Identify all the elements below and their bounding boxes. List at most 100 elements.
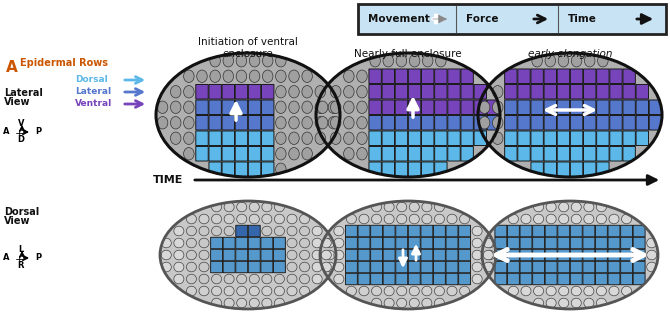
Ellipse shape [447, 214, 457, 224]
FancyBboxPatch shape [531, 69, 543, 83]
FancyBboxPatch shape [557, 261, 570, 273]
Ellipse shape [384, 298, 394, 308]
Text: TIME: TIME [153, 175, 184, 185]
Text: Force: Force [466, 14, 498, 24]
FancyBboxPatch shape [505, 115, 517, 130]
FancyBboxPatch shape [608, 261, 620, 273]
FancyBboxPatch shape [261, 115, 274, 130]
FancyBboxPatch shape [249, 84, 261, 99]
FancyBboxPatch shape [369, 147, 381, 161]
FancyBboxPatch shape [531, 84, 543, 99]
Ellipse shape [174, 274, 184, 284]
Ellipse shape [559, 214, 569, 224]
FancyBboxPatch shape [557, 237, 570, 249]
Ellipse shape [199, 274, 209, 284]
Ellipse shape [212, 214, 222, 224]
Ellipse shape [384, 214, 394, 224]
FancyBboxPatch shape [458, 237, 470, 249]
FancyBboxPatch shape [249, 100, 261, 114]
Ellipse shape [492, 132, 503, 144]
Ellipse shape [237, 274, 247, 284]
FancyBboxPatch shape [421, 225, 433, 237]
Ellipse shape [321, 262, 331, 272]
Ellipse shape [320, 201, 496, 309]
FancyBboxPatch shape [545, 273, 557, 285]
FancyBboxPatch shape [371, 261, 383, 273]
Ellipse shape [249, 274, 259, 284]
FancyBboxPatch shape [557, 131, 570, 146]
Ellipse shape [344, 101, 354, 113]
Ellipse shape [302, 86, 312, 98]
FancyBboxPatch shape [421, 162, 434, 177]
FancyBboxPatch shape [570, 261, 582, 273]
FancyBboxPatch shape [408, 261, 420, 273]
FancyBboxPatch shape [623, 147, 635, 161]
Ellipse shape [460, 214, 470, 224]
FancyBboxPatch shape [196, 84, 208, 99]
FancyBboxPatch shape [531, 131, 543, 146]
Ellipse shape [325, 262, 335, 272]
Ellipse shape [299, 274, 310, 284]
FancyBboxPatch shape [597, 100, 609, 114]
FancyBboxPatch shape [421, 131, 434, 146]
FancyBboxPatch shape [196, 147, 208, 161]
Ellipse shape [372, 286, 382, 296]
Ellipse shape [572, 55, 582, 67]
Ellipse shape [186, 286, 196, 296]
Ellipse shape [236, 70, 247, 82]
Ellipse shape [521, 286, 531, 296]
Text: P: P [35, 253, 41, 263]
FancyBboxPatch shape [461, 147, 474, 161]
FancyBboxPatch shape [487, 100, 500, 114]
FancyBboxPatch shape [557, 100, 570, 114]
FancyBboxPatch shape [346, 261, 357, 273]
Ellipse shape [559, 298, 569, 308]
Ellipse shape [263, 55, 273, 67]
FancyBboxPatch shape [518, 84, 530, 99]
FancyBboxPatch shape [236, 237, 248, 249]
FancyBboxPatch shape [209, 115, 221, 130]
Ellipse shape [596, 214, 606, 224]
Ellipse shape [199, 238, 209, 248]
Ellipse shape [249, 286, 259, 296]
FancyBboxPatch shape [533, 225, 545, 237]
FancyBboxPatch shape [209, 147, 221, 161]
Ellipse shape [262, 214, 272, 224]
FancyBboxPatch shape [545, 225, 557, 237]
Ellipse shape [521, 214, 531, 224]
Text: D: D [17, 135, 25, 144]
Ellipse shape [299, 238, 310, 248]
Text: Dorsal: Dorsal [75, 76, 108, 84]
Ellipse shape [330, 86, 341, 98]
FancyBboxPatch shape [531, 147, 543, 161]
Ellipse shape [409, 55, 420, 67]
FancyBboxPatch shape [533, 249, 545, 261]
Ellipse shape [622, 286, 632, 296]
Ellipse shape [275, 274, 285, 284]
Ellipse shape [316, 53, 500, 177]
Text: Nearly full enclosure: Nearly full enclosure [354, 49, 462, 59]
Ellipse shape [224, 226, 234, 236]
Ellipse shape [199, 250, 209, 260]
FancyBboxPatch shape [570, 273, 582, 285]
Ellipse shape [356, 132, 367, 144]
Ellipse shape [409, 202, 419, 212]
FancyBboxPatch shape [249, 249, 260, 261]
FancyBboxPatch shape [570, 115, 583, 130]
FancyBboxPatch shape [273, 237, 285, 249]
Ellipse shape [197, 70, 207, 82]
FancyBboxPatch shape [623, 131, 635, 146]
FancyBboxPatch shape [623, 115, 635, 130]
FancyBboxPatch shape [446, 237, 458, 249]
Ellipse shape [472, 274, 482, 284]
FancyBboxPatch shape [597, 115, 609, 130]
Text: +: + [14, 129, 23, 139]
Text: Dorsal: Dorsal [4, 207, 40, 217]
Ellipse shape [299, 226, 310, 236]
FancyBboxPatch shape [382, 84, 395, 99]
FancyBboxPatch shape [435, 147, 447, 161]
Text: early elongation: early elongation [528, 49, 612, 59]
Ellipse shape [409, 286, 419, 296]
Ellipse shape [647, 250, 657, 260]
FancyBboxPatch shape [395, 162, 407, 177]
